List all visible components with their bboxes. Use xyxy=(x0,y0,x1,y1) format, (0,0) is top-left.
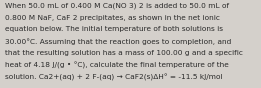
Text: heat of 4.18 J/(g • °C), calculate the final temperature of the: heat of 4.18 J/(g • °C), calculate the f… xyxy=(5,62,228,69)
Text: solution. Ca2+(aq) + 2 F-(aq) → CaF2(s)ΔH° = -11.5 kJ/mol: solution. Ca2+(aq) + 2 F-(aq) → CaF2(s)Δ… xyxy=(5,74,222,81)
Text: 0.800 M NaF, CaF 2 precipitates, as shown in the net ionic: 0.800 M NaF, CaF 2 precipitates, as show… xyxy=(5,15,220,21)
Text: When 50.0 mL of 0.400 M Ca(NO 3) 2 is added to 50.0 mL of: When 50.0 mL of 0.400 M Ca(NO 3) 2 is ad… xyxy=(5,3,229,9)
Text: 30.00°C. Assuming that the reaction goes to completion, and: 30.00°C. Assuming that the reaction goes… xyxy=(5,38,231,45)
Text: that the resulting solution has a mass of 100.00 g and a specific: that the resulting solution has a mass o… xyxy=(5,50,242,56)
Text: equation below. The initial temperature of both solutions is: equation below. The initial temperature … xyxy=(5,26,223,32)
